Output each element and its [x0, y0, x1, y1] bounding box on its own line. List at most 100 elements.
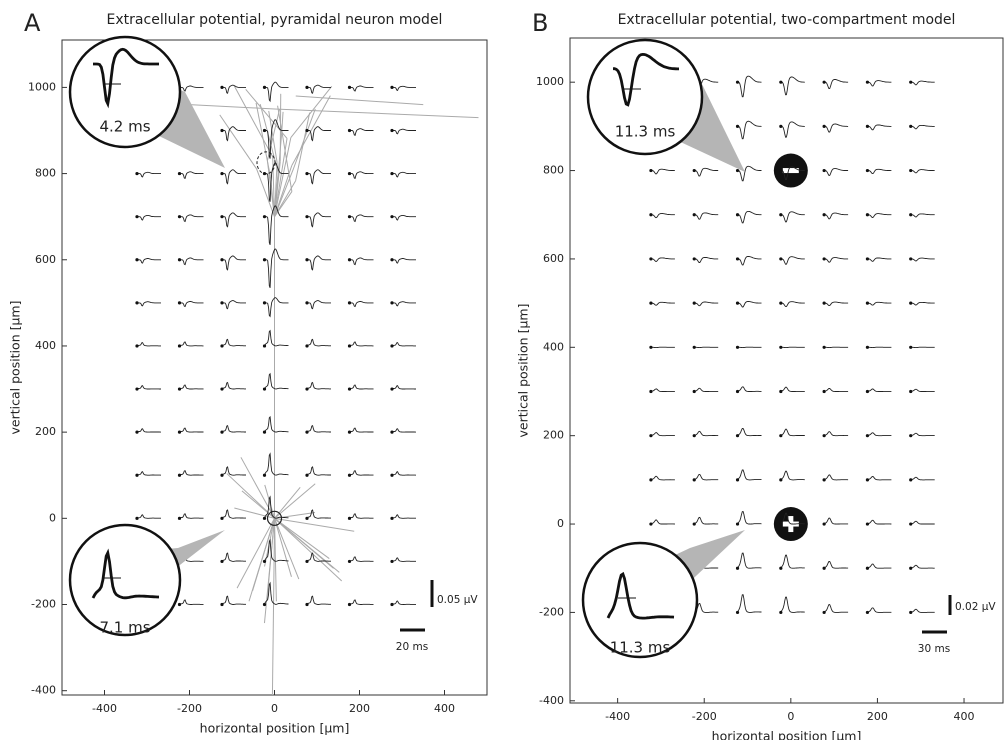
- electrode: [135, 473, 139, 477]
- waveform: [179, 341, 204, 347]
- waveform: [264, 329, 289, 347]
- waveform: [391, 557, 416, 562]
- waveform: [179, 301, 204, 308]
- panel-label: B: [532, 9, 548, 37]
- waveform: [349, 556, 374, 562]
- electrode: [177, 171, 182, 176]
- electrode: [262, 215, 267, 219]
- waveform: [867, 607, 892, 613]
- waveform: [910, 520, 935, 525]
- waveform: [222, 126, 246, 142]
- waveform: [910, 608, 935, 613]
- waveform: [867, 476, 892, 481]
- inset-label: 7.1 ms: [99, 619, 150, 637]
- electrode: [909, 478, 913, 482]
- time-scale-label: 30 ms: [918, 643, 950, 655]
- waveform: [824, 123, 849, 133]
- electrode: [262, 344, 267, 348]
- electrode: [735, 434, 740, 438]
- electrode: [305, 171, 309, 176]
- waveform: [349, 599, 374, 605]
- electrode: [822, 389, 826, 394]
- electrode: [220, 559, 224, 564]
- waveform: [349, 513, 374, 519]
- electrode: [692, 434, 696, 438]
- waveform: [179, 470, 204, 476]
- electrode: [347, 258, 352, 262]
- y-tick-label: 200: [35, 425, 56, 438]
- waveform: [349, 171, 374, 180]
- y-axis-label: vertical position [μm]: [516, 304, 531, 438]
- waveform: [910, 432, 935, 437]
- waveform: [222, 300, 246, 310]
- waveform: [867, 213, 892, 218]
- y-tick-label: 1000: [536, 75, 564, 88]
- x-tick-label: -200: [692, 710, 717, 723]
- dendrite: [274, 517, 355, 532]
- electrode: [177, 516, 182, 520]
- electrode: [779, 478, 783, 482]
- waveform: [264, 162, 289, 202]
- waveform: [306, 552, 331, 562]
- waveform: [349, 85, 374, 92]
- dendrite: [271, 526, 275, 695]
- electrode: [262, 516, 267, 520]
- electrode: [909, 301, 913, 305]
- electrode: [779, 345, 783, 349]
- electrode: [220, 171, 224, 176]
- dendrite: [240, 457, 275, 519]
- y-tick-label: -200: [539, 605, 564, 618]
- electrode: [909, 257, 913, 261]
- electrode: [865, 257, 870, 261]
- inset-circle: [581, 541, 699, 659]
- electrode: [220, 516, 224, 520]
- waveform: [824, 301, 849, 307]
- waveform: [264, 81, 289, 103]
- waveform: [867, 301, 892, 306]
- electrode: [305, 602, 309, 607]
- electrode: [649, 389, 653, 394]
- waveform: [136, 428, 161, 433]
- electrode: [262, 559, 267, 564]
- waveform: [307, 300, 331, 310]
- waveform: [136, 514, 161, 519]
- waveform: [392, 85, 416, 91]
- electrode: [177, 344, 182, 348]
- electrode: [177, 215, 182, 219]
- waveform: [650, 475, 675, 481]
- electrode: [347, 559, 352, 564]
- electrode: [735, 213, 740, 217]
- electrode: [822, 522, 826, 526]
- electrode: [347, 215, 352, 219]
- electrode: [909, 124, 913, 128]
- electrode: [735, 301, 740, 305]
- electrode: [692, 168, 696, 173]
- waveform: [910, 564, 935, 569]
- electrode: [305, 516, 309, 520]
- waveform: [306, 595, 331, 605]
- waveform: [867, 519, 892, 525]
- electrode: [649, 345, 653, 349]
- waveform: [221, 466, 246, 476]
- waveform: [780, 121, 805, 138]
- waveform: [780, 76, 805, 96]
- electrode: [135, 344, 139, 348]
- x-tick-label: 200: [349, 702, 370, 715]
- waveform: [306, 424, 331, 433]
- electrode: [347, 128, 352, 133]
- electrode: [135, 430, 139, 434]
- electrode: [177, 602, 182, 607]
- electrode: [779, 389, 783, 394]
- waveform: [910, 388, 935, 392]
- electrode: [220, 430, 224, 434]
- waveform: [264, 297, 289, 318]
- waveform: [737, 165, 762, 182]
- electrode: [822, 213, 826, 217]
- waveform: [737, 427, 762, 437]
- waveform: [222, 169, 246, 185]
- electrode: [347, 171, 352, 176]
- x-axis-label: horizontal position [μm]: [200, 721, 350, 736]
- waveform: [824, 168, 849, 176]
- y-tick-label: 0: [557, 517, 564, 530]
- dendrite: [274, 518, 292, 577]
